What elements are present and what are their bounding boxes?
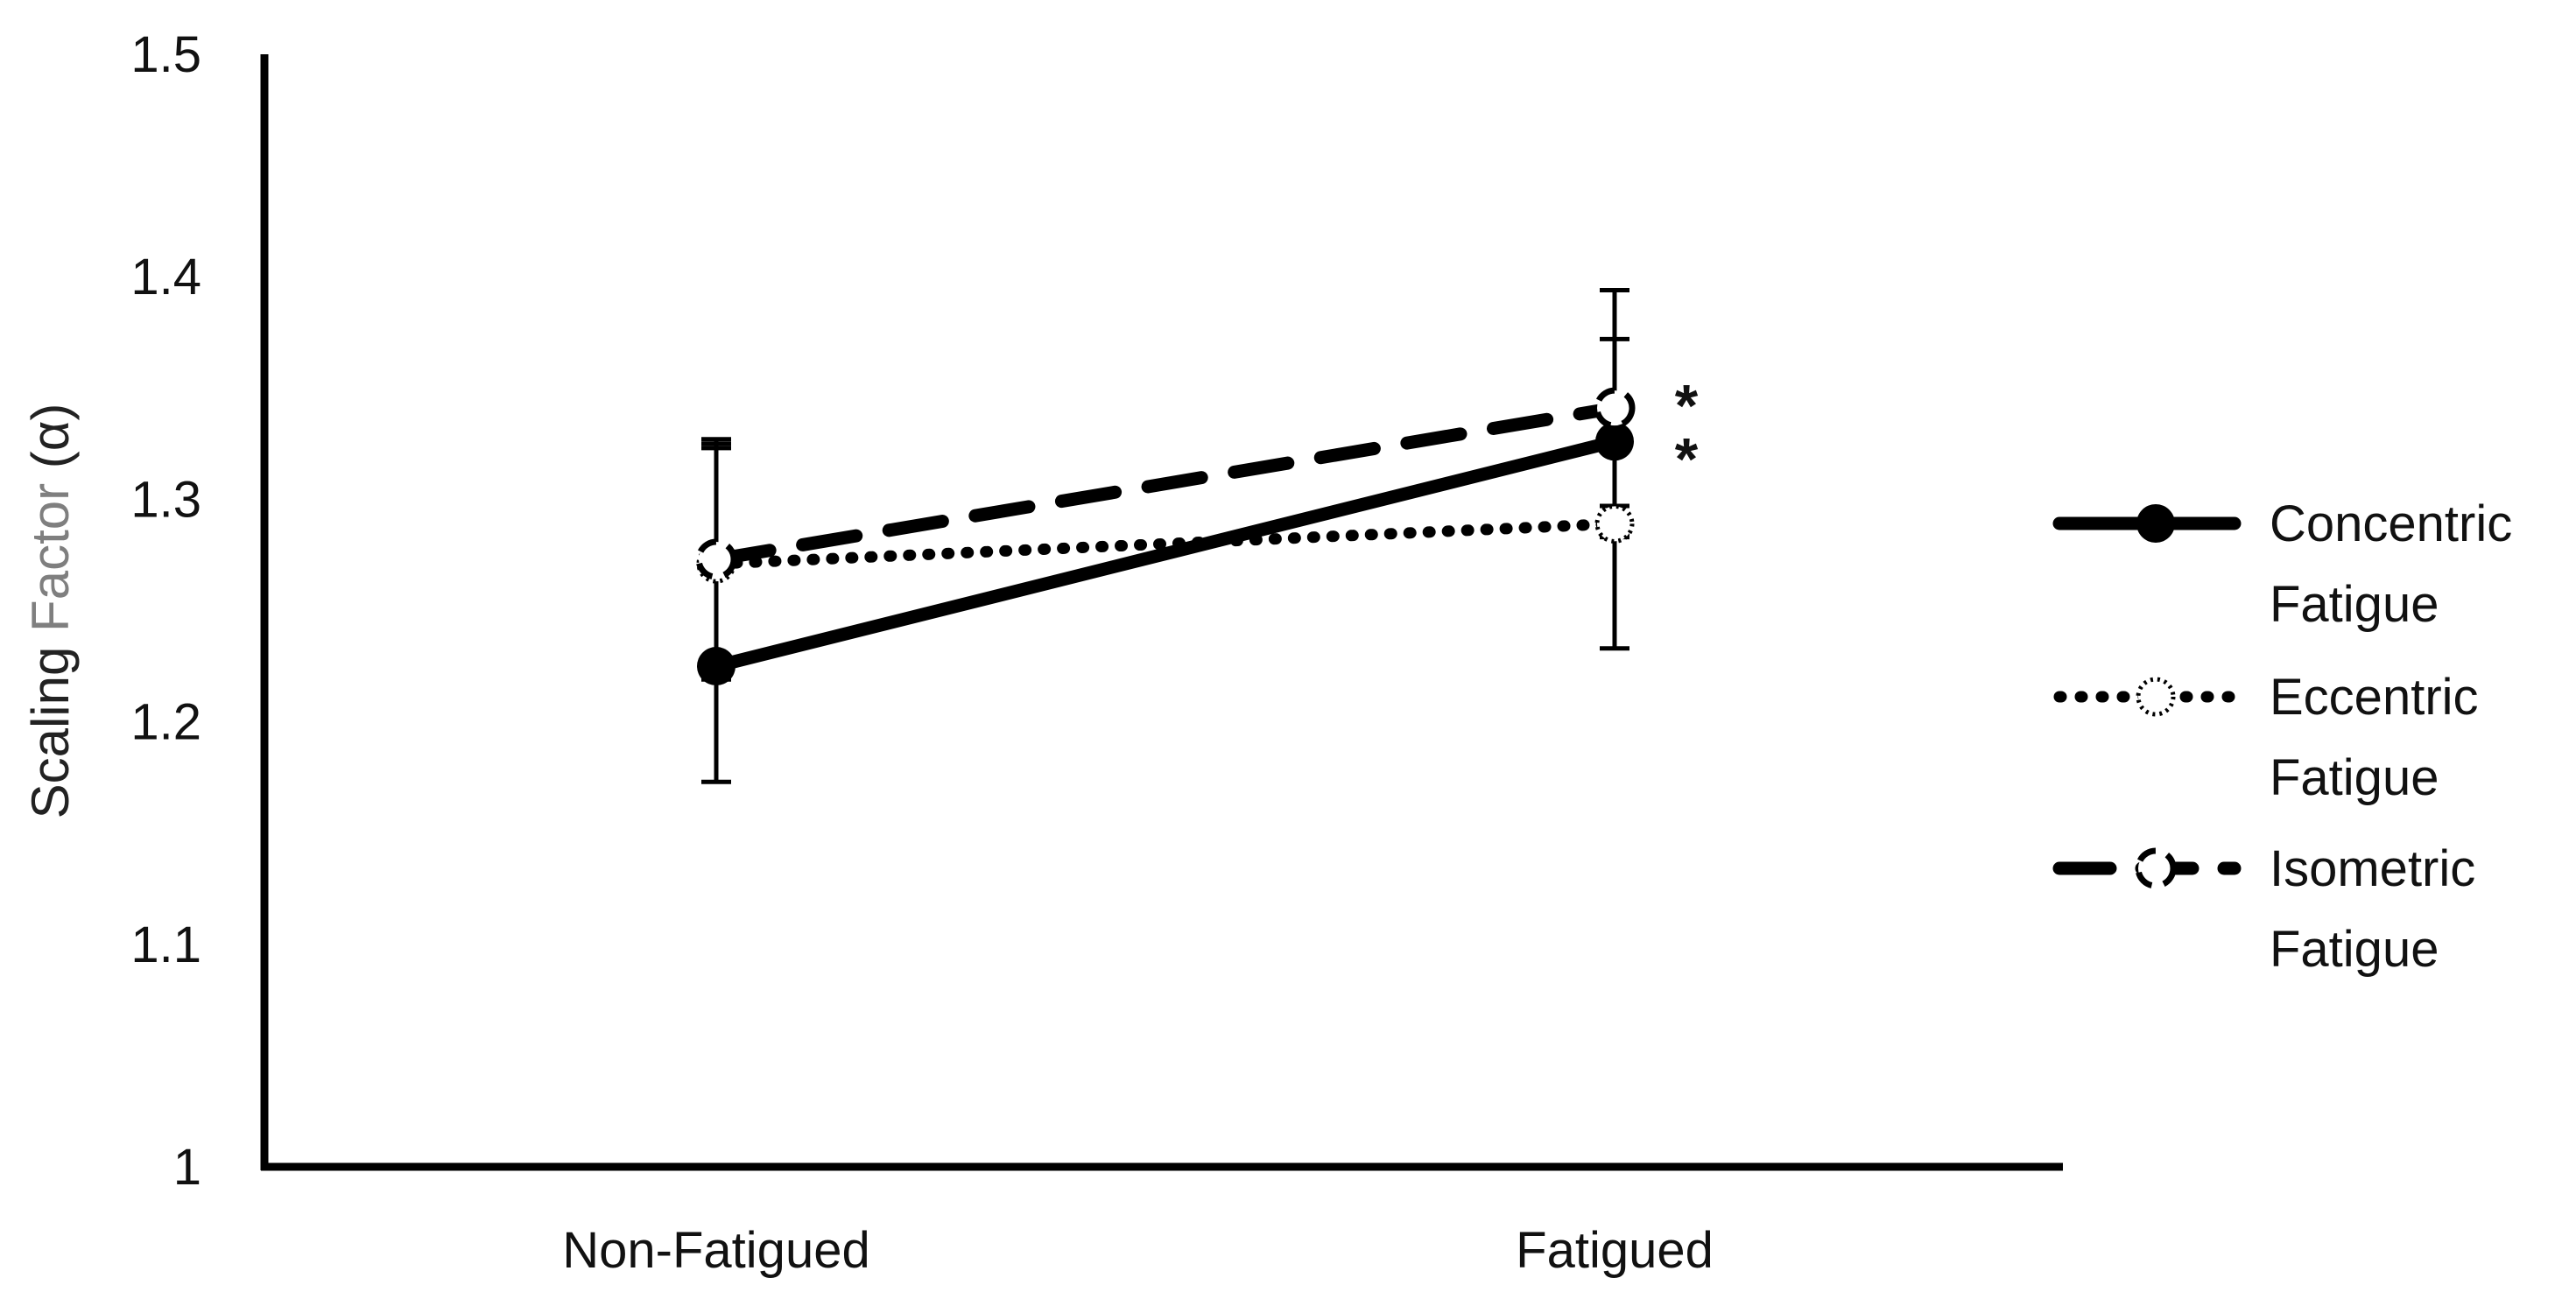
y-axis-label: Scaling Factor (α) <box>21 404 80 819</box>
y-tick-label: 1 <box>173 1139 201 1196</box>
series-line <box>710 517 1621 570</box>
significance-marker: * <box>1675 425 1699 492</box>
y-tick-label: 1.5 <box>130 26 201 83</box>
data-point-marker <box>1594 387 1636 429</box>
y-tick-label: 1.2 <box>130 694 201 751</box>
y-tick-label: 1.4 <box>130 249 201 305</box>
y-tick-label: 1.3 <box>130 471 201 528</box>
y-tick-label: 1.1 <box>130 916 201 973</box>
y-axis-label-part: Scaling <box>21 632 80 818</box>
data-point-marker <box>1594 503 1635 544</box>
data-point-marker <box>2135 847 2177 889</box>
y-axis-label-part: (α) <box>21 404 80 483</box>
legend-label: Isometric <box>2270 840 2475 897</box>
x-category-label: Non-Fatigued <box>562 1222 869 1279</box>
legend-label: Fatigue <box>2270 749 2439 806</box>
legend-item: Concentric Fatigue <box>2052 495 2512 633</box>
series-markers <box>695 387 1636 686</box>
legend-label: Eccentric <box>2270 669 2479 726</box>
data-point-marker <box>695 538 737 580</box>
significance-annotations: ** <box>1675 372 1699 492</box>
x-category-labels: Non-Fatigued Fatigued <box>562 1222 1714 1279</box>
legend-label: Fatigue <box>2270 921 2439 978</box>
y-axis-label-part: Factor <box>21 483 80 632</box>
series-line <box>709 434 1622 673</box>
significance-marker: * <box>1675 372 1699 439</box>
x-category-label: Fatigued <box>1516 1222 1714 1279</box>
data-point-marker <box>697 647 735 686</box>
legend: ConcentricFatigueEccentricFatigueIsometr… <box>2052 495 2512 978</box>
series-lines <box>709 401 1622 673</box>
data-point-marker <box>2136 677 2176 717</box>
legend-label: Concentric <box>2270 495 2512 552</box>
y-tick-labels: 1 1.1 1.2 1.3 1.4 1.5 <box>130 26 201 1196</box>
legend-label: Fatigue <box>2270 576 2439 633</box>
legend-item: Isometric Fatigue <box>2052 840 2475 978</box>
series-line <box>709 401 1622 566</box>
data-point-marker <box>2136 504 2175 543</box>
data-point-marker <box>1595 422 1634 461</box>
axes <box>260 54 2063 1171</box>
legend-item: Eccentric Fatigue <box>2053 669 2479 806</box>
